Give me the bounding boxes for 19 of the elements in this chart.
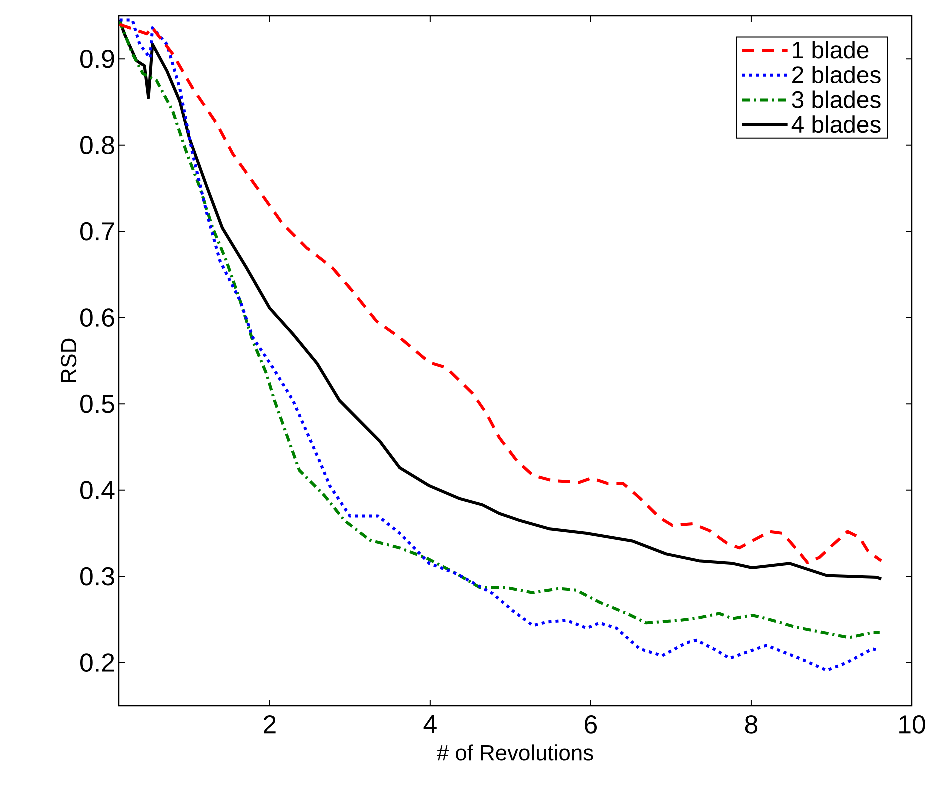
y-tick-label: 0.3: [80, 567, 114, 586]
legend-label: 1 blade: [793, 41, 869, 59]
y-tick-label: 0.8: [80, 136, 114, 155]
x-tick-label: 8: [745, 716, 758, 734]
x-tick-label: 6: [585, 716, 598, 734]
y-axis-title: RSD: [61, 338, 77, 382]
x-tick-label: 2: [264, 716, 276, 734]
x-tick-label: 4: [424, 716, 437, 734]
y-tick-label: 0.7: [80, 222, 114, 241]
y-tick-label: 0.9: [80, 50, 114, 68]
y-tick-label: 0.4: [80, 481, 115, 500]
legend-label: 4 blades: [792, 116, 881, 134]
y-tick-label: 0.6: [80, 308, 114, 328]
x-tick-label: 10: [900, 716, 926, 734]
x-axis-title: # of Revolutions: [437, 744, 594, 761]
legend-label: 3 blades: [792, 90, 881, 108]
y-tick-label: 0.5: [80, 394, 114, 414]
legend-label: 2 blades: [792, 66, 881, 84]
y-tick-label: 0.2: [80, 654, 114, 672]
